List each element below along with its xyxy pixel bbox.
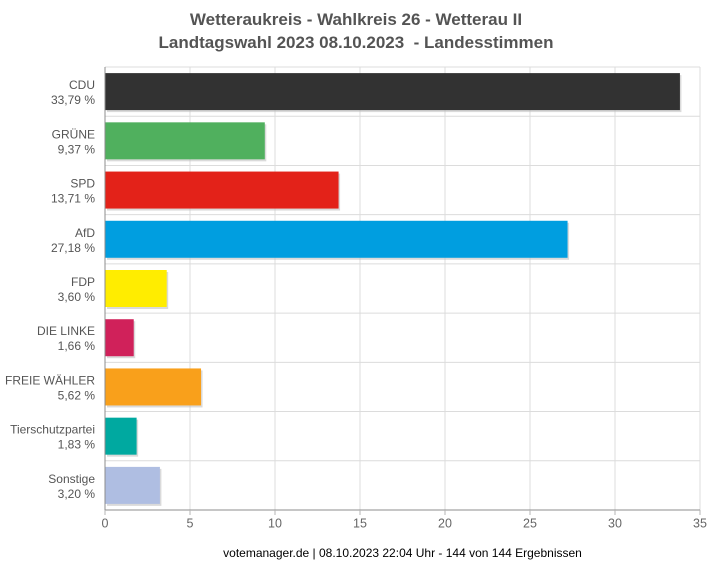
category-label: FREIE WÄHLER (5, 373, 95, 387)
value-label: 33,79 % (51, 93, 95, 107)
value-label: 9,37 % (58, 142, 96, 156)
category-label: DIE LINKE (37, 324, 95, 338)
category-label: CDU (69, 78, 95, 92)
category-label: GRÜNE (52, 127, 95, 141)
category-label: FDP (71, 275, 95, 289)
x-tick-label: 0 (102, 517, 109, 531)
value-label: 1,66 % (58, 339, 96, 353)
category-label: AfD (75, 226, 95, 240)
chart-footer: votemanager.de | 08.10.2023 22:04 Uhr - … (223, 546, 582, 560)
value-label: 3,20 % (58, 487, 96, 501)
x-tick-label: 20 (438, 517, 452, 531)
value-label: 13,71 % (51, 192, 95, 206)
x-tick-label: 30 (608, 517, 622, 531)
x-tick-label: 15 (353, 517, 367, 531)
chart-title-line2: Landtagswahl 2023 08.10.2023 - Landessti… (158, 33, 554, 52)
x-tick-label: 5 (187, 517, 194, 531)
bar-spd (105, 171, 339, 209)
bar-tierschutzpartei (105, 417, 137, 455)
category-label: SPD (70, 177, 95, 191)
value-label: 27,18 % (51, 241, 95, 255)
value-label: 5,62 % (58, 388, 96, 402)
chart-title-block: Wetteraukreis - Wahlkreis 26 - Wetterau … (0, 8, 712, 54)
x-tick-label: 25 (523, 517, 537, 531)
bar-cdu (105, 73, 680, 111)
bar-fdp (105, 270, 167, 307)
bar-sonstige (105, 466, 160, 504)
chart-title-line1: Wetteraukreis - Wahlkreis 26 - Wetterau … (189, 10, 523, 29)
value-label: 1,83 % (58, 438, 96, 452)
category-label: Sonstige (48, 472, 95, 486)
category-label: Tierschutzpartei (10, 423, 95, 437)
value-label: 3,60 % (58, 290, 96, 304)
bar-afd (105, 220, 568, 258)
x-tick-label: 35 (693, 517, 707, 531)
bar-gr-ne (105, 122, 265, 160)
bar-die-linke (105, 319, 134, 357)
bar-freie-w-hler (105, 368, 202, 406)
x-tick-label: 10 (268, 517, 282, 531)
